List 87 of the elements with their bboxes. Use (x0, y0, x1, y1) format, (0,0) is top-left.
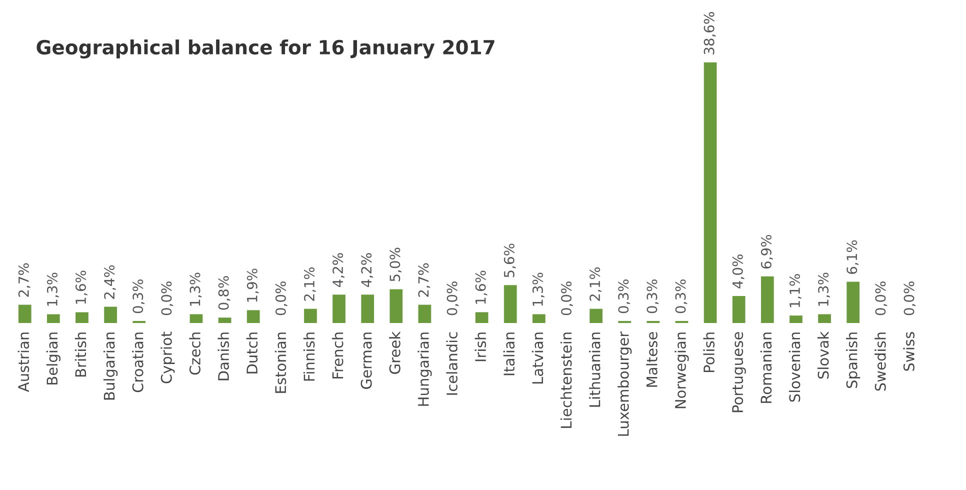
data-label: 1,1% (790, 274, 802, 308)
x-tick-label: Czech (189, 332, 200, 375)
data-label: 2,7% (18, 263, 30, 297)
x-tick-label: Dutch (246, 332, 258, 374)
data-label: 2,1% (590, 267, 602, 301)
x-tick-label: Cypriot (160, 332, 175, 384)
data-label: 1,9% (246, 268, 259, 302)
bar (190, 314, 203, 323)
bar (732, 296, 746, 323)
bar (475, 312, 488, 323)
data-label: 0,0% (161, 282, 174, 316)
data-label: 1,6% (76, 270, 88, 304)
x-tick-label: Croatian (132, 332, 144, 392)
data-label: 0,3% (132, 280, 145, 314)
x-tick-label: Finnish (303, 332, 315, 381)
data-label: 0,3% (646, 280, 659, 314)
x-tick-label: Portuguese (732, 332, 746, 412)
bar (332, 294, 346, 323)
data-label: 0,0% (275, 282, 288, 316)
x-tick-label: Bulgarian (103, 332, 118, 400)
x-tick-label: Swiss (903, 332, 914, 371)
bar (818, 314, 831, 323)
data-label: 1,3% (818, 272, 830, 306)
bar (590, 308, 602, 323)
data-label: 2,1% (304, 267, 316, 301)
bar (218, 318, 232, 323)
data-label: 2,4% (104, 265, 116, 299)
x-tick-label: Greek (389, 331, 400, 374)
data-label: 1,3% (532, 272, 544, 306)
x-tick-label: British (74, 332, 86, 377)
x-tick-label: Latvian (532, 332, 544, 384)
bar (246, 310, 260, 323)
data-label: 6,9% (760, 234, 773, 268)
data-label: 0,3% (675, 280, 688, 314)
bar (361, 294, 374, 323)
data-label: 5,0% (390, 248, 402, 282)
data-label: 0,0% (446, 282, 459, 316)
bar (104, 306, 117, 323)
data-label: 38,6% (704, 12, 716, 54)
x-tick-label: Romanian (760, 332, 772, 403)
data-label: 0,3% (618, 280, 630, 314)
x-tick-label: Icelandic (446, 332, 458, 395)
x-tick-label: Austrian (18, 332, 30, 392)
chart-title: Geographical balance for 16 January 2017 (36, 40, 494, 58)
bar (76, 312, 88, 323)
data-label: 1,3% (190, 272, 202, 306)
x-tick-label: Spanish (846, 332, 860, 388)
data-label: 0,8% (218, 276, 230, 310)
data-label: 4,0% (732, 254, 744, 288)
data-label: 4,2% (332, 253, 344, 288)
bar (47, 314, 60, 323)
bar (390, 289, 403, 323)
data-label: 1,3% (46, 272, 59, 306)
x-tick-label: Liechtenstein (560, 332, 572, 428)
bar (846, 282, 860, 323)
x-tick-label: Italian (503, 332, 515, 376)
data-label: 2,7% (418, 263, 430, 297)
bar (790, 316, 802, 323)
x-tick-label: German (360, 332, 372, 389)
x-tick-label: Slovak (817, 331, 829, 379)
x-tick-label: Lithuanian (589, 332, 600, 407)
x-tick-label: Norwegian (674, 332, 689, 408)
x-tick-label: French (332, 332, 344, 378)
bar (418, 304, 432, 323)
x-tick-label: Belgian (46, 332, 60, 384)
x-tick-label: Luxembourger (618, 331, 632, 436)
data-label: 1,6% (475, 270, 488, 304)
x-tick-label: Swedish (874, 332, 886, 391)
bar (18, 304, 32, 323)
bar (704, 62, 717, 323)
bar (532, 314, 546, 323)
bar (304, 308, 317, 323)
x-tick-label: Slovenian (788, 332, 800, 402)
x-tick-label: Hungarian (418, 332, 432, 406)
data-label: 0,0% (875, 282, 888, 316)
data-label: 0,0% (561, 282, 573, 316)
x-tick-label: Polish (703, 332, 715, 372)
x-tick-label: Estonian (274, 332, 286, 393)
data-label: 4,2% (361, 253, 374, 288)
x-tick-label: Maltese (646, 332, 658, 387)
bar (761, 276, 774, 323)
data-label: 0,0% (904, 282, 916, 316)
bar (504, 285, 517, 323)
x-tick-label: Danish (218, 332, 230, 380)
data-label: 6,1% (846, 240, 859, 274)
x-tick-label: Irish (474, 332, 486, 362)
data-label: 5,6% (504, 244, 516, 278)
